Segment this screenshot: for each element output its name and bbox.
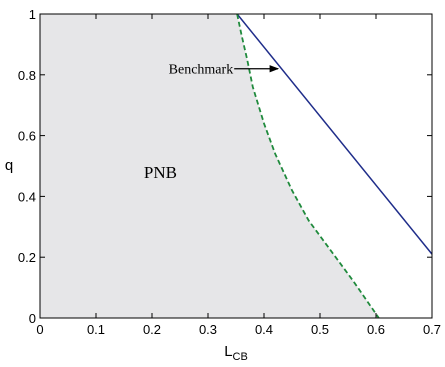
plot-frame	[39, 13, 433, 319]
x-tick-label: 0.4	[255, 322, 273, 337]
x-tick-label: 0.1	[87, 322, 105, 337]
y-tick-label: 1	[29, 7, 36, 22]
region-label-pnb: PNB	[144, 163, 177, 182]
series-layer	[236, 13, 433, 319]
x-tick-label: 0.6	[367, 322, 385, 337]
x-tick-label: 0.3	[199, 322, 217, 337]
annotation-benchmark: Benchmark	[169, 63, 234, 78]
y-tick-label: 0	[29, 311, 36, 326]
x-tick-label: 0.7	[423, 322, 441, 337]
dashed-boundary-line	[236, 13, 380, 319]
y-tick-label: 0.4	[18, 189, 36, 204]
annotation-layer: PNB Benchmark	[144, 63, 280, 182]
solid-line	[236, 13, 433, 255]
pnb-region	[40, 14, 379, 318]
x-tick-label: 0.2	[143, 322, 161, 337]
labels-layer: LCB q	[5, 157, 248, 363]
x-tick-label: 0	[36, 322, 43, 337]
x-axis-label: LCB	[224, 343, 248, 363]
region-layer	[40, 14, 379, 318]
ticks-layer: 0 0.1 0.2 0.3 0.4 0.5 0.6 0.7 0 0.2 0.4 0.6 0.8 1	[18, 7, 441, 337]
y-axis-label: q	[5, 157, 13, 174]
y-tick-label: 0.6	[18, 129, 36, 144]
x-tick-label: 0.5	[311, 322, 329, 337]
y-tick-label: 0.8	[18, 68, 36, 83]
y-tick-label: 0.2	[18, 250, 36, 265]
